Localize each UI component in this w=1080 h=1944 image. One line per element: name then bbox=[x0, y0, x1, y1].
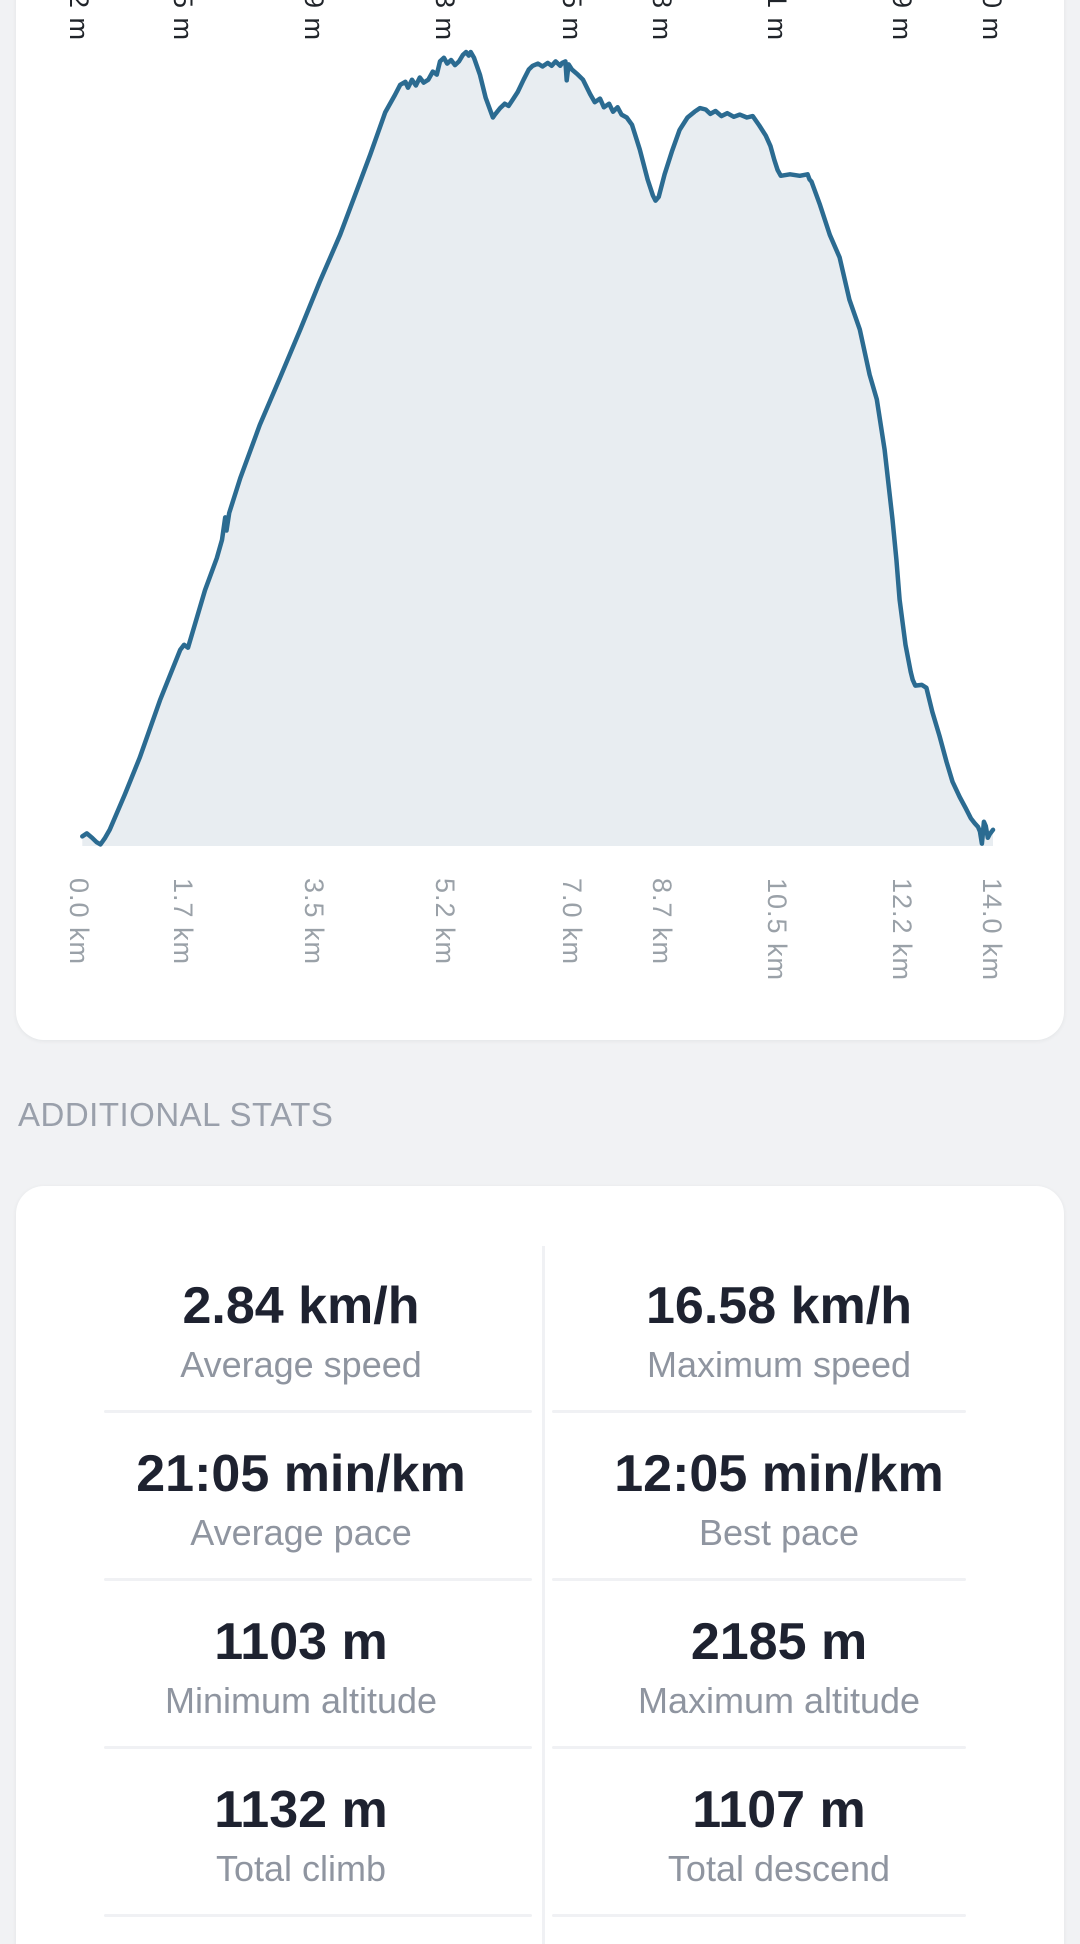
distance-tick-label: 8.7 km bbox=[647, 878, 677, 966]
stat-label: Total climb bbox=[215, 1848, 387, 1890]
stat-value: 1132 m bbox=[214, 1781, 388, 1839]
stat-value: 1107 m bbox=[692, 1781, 866, 1839]
stat-cell-best-pace: 12:05 min/km Best pace bbox=[540, 1410, 1018, 1578]
stat-cell-average-speed: 2.84 km/h Average speed bbox=[62, 1242, 540, 1410]
distance-tick-label: 5.2 km bbox=[430, 878, 460, 966]
stats-column-divider bbox=[542, 1246, 545, 1944]
elevation-area-fill bbox=[82, 52, 994, 846]
elevation-chart bbox=[80, 49, 996, 847]
elevation-tick-label: 1 m bbox=[762, 0, 792, 42]
stat-label: Maximum speed bbox=[646, 1344, 912, 1386]
stat-cell-total-descend: 1107 m Total descend bbox=[540, 1746, 1018, 1914]
elevation-line bbox=[80, 49, 996, 847]
elevation-tick-label: 2 m bbox=[64, 0, 94, 42]
stat-cell-cut-off bbox=[62, 1914, 540, 1944]
stat-value: 2185 m bbox=[690, 1613, 868, 1671]
stat-label: Total descend bbox=[667, 1848, 891, 1890]
stat-cell-minimum-altitude: 1103 m Minimum altitude bbox=[62, 1578, 540, 1746]
stat-value: 21:05 min/km bbox=[136, 1445, 466, 1503]
stat-value: 12:05 min/km bbox=[614, 1445, 944, 1503]
stat-cell-average-pace: 21:05 min/km Average pace bbox=[62, 1410, 540, 1578]
stat-label: Best pace bbox=[698, 1512, 860, 1554]
elevation-tick-label: 5 m bbox=[557, 0, 587, 42]
distance-tick-label: 1.7 km bbox=[168, 878, 198, 966]
elevation-tick-label: 9 m bbox=[887, 0, 917, 42]
distance-tick-label: 7.0 km bbox=[557, 878, 587, 966]
elevation-tick-label: 8 m bbox=[647, 0, 677, 42]
additional-stats-card: 2.84 km/h Average speed 16.58 km/h Maxim… bbox=[16, 1186, 1064, 1944]
stat-cell-cut-off bbox=[540, 1914, 1018, 1944]
additional-stats-heading: ADDITIONAL STATS bbox=[18, 1096, 334, 1133]
distance-tick-label: 3.5 km bbox=[299, 878, 329, 966]
elevation-tick-label: 3 m bbox=[430, 0, 460, 42]
stat-value: 1103 m bbox=[214, 1613, 388, 1671]
elevation-tick-label: 5 m bbox=[168, 0, 198, 42]
elevation-tick-label: 0 m bbox=[977, 0, 1007, 42]
stat-value: 16.58 km/h bbox=[646, 1277, 912, 1335]
distance-tick-label: 0.0 km bbox=[64, 878, 94, 966]
stat-cell-total-climb: 1132 m Total climb bbox=[62, 1746, 540, 1914]
distance-tick-label: 14.0 km bbox=[977, 878, 1007, 982]
stat-cell-maximum-speed: 16.58 km/h Maximum speed bbox=[540, 1242, 1018, 1410]
stat-label: Average pace bbox=[190, 1512, 412, 1554]
stat-cell-maximum-altitude: 2185 m Maximum altitude bbox=[540, 1578, 1018, 1746]
stat-label: Average speed bbox=[180, 1344, 422, 1386]
elevation-tick-label: 9 m bbox=[299, 0, 329, 42]
distance-tick-label: 12.2 km bbox=[887, 878, 917, 982]
stats-grid: 2.84 km/h Average speed 16.58 km/h Maxim… bbox=[62, 1242, 1018, 1944]
distance-tick-label: 10.5 km bbox=[762, 878, 792, 982]
stat-value: 2.84 km/h bbox=[182, 1277, 420, 1335]
stat-label: Minimum altitude bbox=[164, 1680, 438, 1722]
stat-label: Maximum altitude bbox=[637, 1680, 921, 1722]
